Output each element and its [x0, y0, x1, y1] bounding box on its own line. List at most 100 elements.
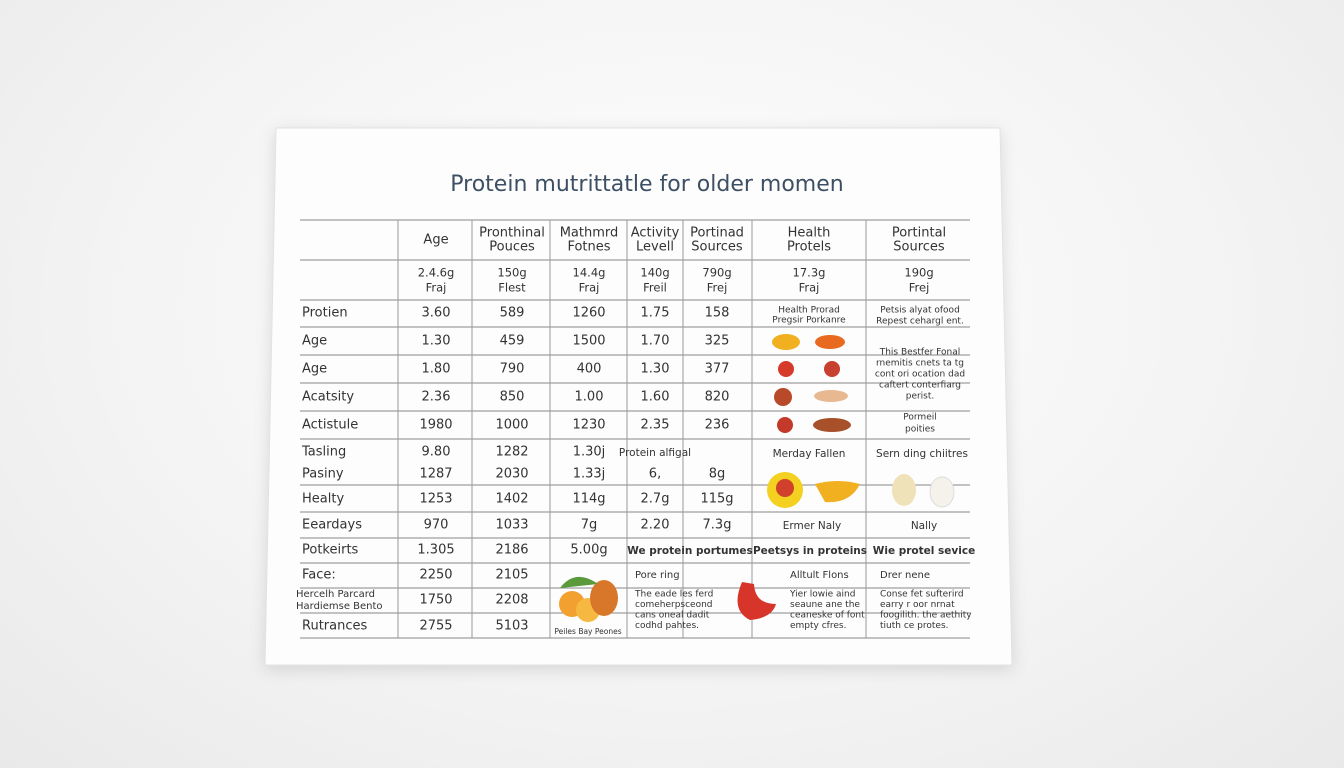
- cell: 2.20: [641, 518, 670, 533]
- note-text: Merday Fallen: [773, 448, 846, 460]
- cell: 1282: [495, 445, 528, 460]
- note-text: Alltult Flons: [790, 570, 849, 581]
- cell: 1.70: [641, 334, 670, 349]
- cell: 1000: [495, 418, 528, 433]
- cell: 1.75: [641, 306, 670, 321]
- row-label: Hardiemse Bento: [296, 601, 383, 612]
- cell: 1.30: [641, 362, 670, 377]
- note-text: cont ori ocation dad: [875, 370, 965, 380]
- row-label: Age: [302, 334, 327, 349]
- subheader-cell: 14.4g: [573, 266, 606, 280]
- subheader-cell: 17.3g: [793, 266, 826, 280]
- row-label: Rutrances: [302, 619, 367, 634]
- note-text: Health Prorad: [778, 306, 840, 316]
- food-icons: [559, 334, 955, 622]
- paper: [264, 127, 1013, 666]
- note-text: Nally: [911, 520, 937, 532]
- header-cell: Sources: [691, 240, 743, 255]
- row-label: Protien: [302, 306, 348, 321]
- note-text: codhd pahtes.: [635, 621, 699, 631]
- note-text: The eade les ferd: [634, 590, 713, 600]
- icon: [824, 361, 840, 377]
- title: Protein mutrittatle for older momen: [450, 172, 843, 197]
- row-label: Acatsity: [302, 390, 354, 405]
- cell: 115g: [700, 492, 733, 507]
- note-text: seaune ane the: [790, 600, 860, 610]
- note-text: Wie protel sevice: [873, 545, 975, 557]
- note-text: Drer nene: [880, 570, 930, 581]
- note-text: Pregsir Porkanre: [772, 316, 846, 326]
- icon: [560, 576, 598, 588]
- cell: 2.7g: [641, 492, 670, 507]
- cell: 5.00g: [570, 543, 607, 558]
- cell: 1.80: [422, 362, 451, 377]
- cell: 114g: [572, 492, 605, 507]
- subheader-cell: Flest: [498, 281, 526, 295]
- icon: [776, 479, 794, 497]
- icon: [814, 390, 848, 402]
- note-text: Peiles Bay Peones: [554, 627, 621, 636]
- cell: 1.00: [575, 390, 604, 405]
- subheader-cell: Fraj: [426, 281, 447, 295]
- note-text: This Bestfer Fonal: [879, 348, 961, 358]
- row-label: Healty: [302, 492, 344, 507]
- cell: 236: [705, 418, 730, 433]
- icon: [929, 476, 955, 508]
- cell: 2208: [495, 593, 528, 608]
- cell: 2030: [495, 467, 528, 482]
- header-cell: Levell: [636, 240, 674, 255]
- note-text: Conse fet sufterird: [880, 590, 964, 600]
- icon: [815, 335, 845, 349]
- cell: 1033: [495, 518, 528, 533]
- icon: [813, 418, 851, 432]
- cell: 1.33j: [573, 467, 606, 482]
- subheader-cell: 150g: [497, 266, 526, 280]
- cell: 7.3g: [703, 518, 732, 533]
- cell: 158: [705, 306, 730, 321]
- cell: 3.60: [422, 306, 451, 321]
- note-text: poities: [905, 425, 935, 435]
- note-text: tiuth ce protes.: [880, 621, 949, 631]
- subheader-cell: 190g: [904, 266, 933, 280]
- note-text: Pormeil: [903, 413, 936, 423]
- header-cell: Protels: [787, 240, 831, 255]
- cell: 7g: [581, 518, 598, 533]
- cell: 6,: [649, 467, 661, 482]
- row-label: Face:: [302, 568, 336, 583]
- cell: 1.305: [417, 543, 454, 558]
- note-text: We protein portumes: [627, 545, 752, 557]
- icon: [778, 361, 794, 377]
- cell: 5103: [495, 619, 528, 634]
- note-text: Yier lowie aind: [789, 590, 855, 600]
- cell: 1230: [572, 418, 605, 433]
- cell: 9.80: [422, 445, 451, 460]
- note-text: Peetsys in proteins: [753, 545, 867, 557]
- cell: 459: [500, 334, 525, 349]
- table-grid: [300, 219, 970, 639]
- icon: [774, 388, 792, 406]
- icon: [590, 580, 618, 616]
- note-text: Ermer Naly: [783, 520, 842, 532]
- note-text: comeherpsceond: [635, 600, 713, 610]
- cell: 1500: [572, 334, 605, 349]
- icon: [815, 481, 860, 503]
- row-label: Hercelh Parcard: [296, 589, 375, 600]
- cell: 325: [705, 334, 730, 349]
- subheader-cell: 140g: [640, 266, 669, 280]
- note-text: Pore ring: [635, 570, 680, 581]
- cell: 2755: [419, 619, 452, 634]
- subheader-cell: Freil: [643, 281, 667, 295]
- row-label: Potkeirts: [302, 543, 359, 558]
- icon: [737, 582, 776, 620]
- icon: [772, 334, 800, 350]
- header-cell: Fotnes: [567, 240, 610, 255]
- header-cell: Health: [788, 226, 831, 241]
- row-label: Actistule: [302, 418, 358, 433]
- cell: 1980: [419, 418, 452, 433]
- header-cell: Pouces: [489, 240, 535, 255]
- cell: 790: [500, 362, 525, 377]
- cell: 2186: [495, 543, 528, 558]
- cell: 400: [577, 362, 602, 377]
- note-text: empty cfres.: [790, 621, 846, 631]
